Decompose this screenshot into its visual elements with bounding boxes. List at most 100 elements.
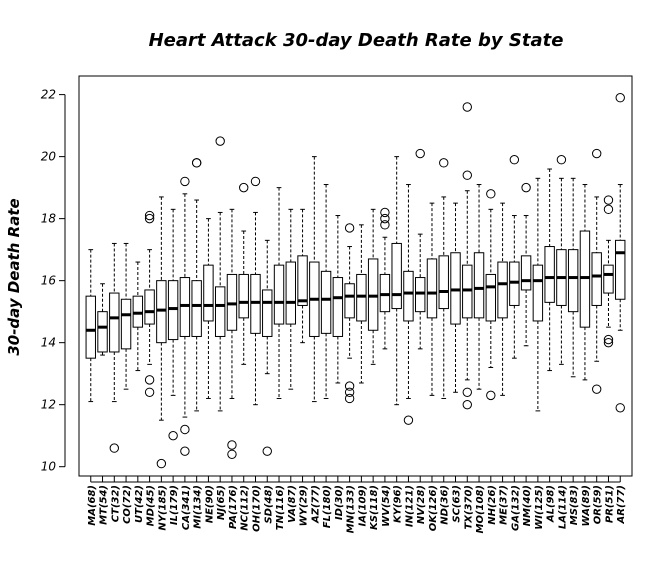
outlier-point [615,403,625,413]
outlier-point [144,210,155,221]
x-tick-label: OH(170) [251,485,262,532]
outlier-point [180,446,190,456]
outlier-point [191,158,202,168]
outlier-point [156,458,167,469]
box-TX(370) [462,102,473,410]
x-tick-label: IA(109) [357,485,368,526]
outlier-point [462,102,472,112]
x-tick-label: NH(26) [487,485,498,525]
outlier-point [344,393,355,404]
x-tick-label: ND(36) [440,485,451,525]
iqr-box [203,264,214,322]
iqr-box [144,289,155,325]
box-IL(179) [167,208,179,441]
box-OR(59) [591,148,602,394]
iqr-box [285,261,296,325]
box-AL(98) [544,168,555,372]
y-axis: 10 12 14 16 18 20 22 [41,88,66,474]
box-NJ(65) [214,136,226,412]
x-tick-label: WV(54) [381,485,392,527]
outlier-point [556,155,567,165]
iqr-box [320,270,332,334]
x-tick-label: PA(176) [228,485,239,529]
iqr-box [379,273,391,313]
box-WY(29) [297,208,308,344]
y-tick-label: 20 [41,150,57,164]
iqr-box [344,283,355,319]
x-tick-label: OR(59) [593,485,604,524]
x-tick-label: WI(125) [534,485,545,530]
outlier-point [439,158,449,168]
box-WI(125) [532,177,544,412]
iqr-box [332,277,344,337]
outlier-point [144,375,155,385]
x-tick-label: ID(30) [334,485,345,520]
x-tick-label: SD(48) [263,485,274,524]
box-FL(180) [320,184,332,399]
x-tick-label: WA(89) [581,485,592,526]
x-tick-label: NV(28) [416,485,427,524]
box-UT(42) [132,261,144,372]
box-MO(108) [473,184,485,390]
iqr-box [273,264,285,325]
x-tick-label: NY(185) [157,485,168,531]
outlier-point [344,381,355,391]
outlier-point [592,384,602,394]
box-MA(68) [85,249,96,403]
iqr-box [132,295,144,328]
iqr-box [120,298,132,350]
outlier-point [344,387,355,397]
x-tick-label: AR(77) [616,485,627,525]
outlier-point [462,399,472,410]
box-MS(83) [567,177,579,378]
box-LA(114) [556,155,567,365]
box-NM(40) [520,182,532,347]
outlier-point [180,176,190,187]
outlier-point [462,387,472,397]
iqr-box [297,255,308,306]
x-tick-label: MT(54) [99,485,110,525]
iqr-box [497,261,508,319]
outlier-point [250,176,261,187]
iqr-box [403,270,414,322]
iqr-box [509,261,520,306]
box-MD(45) [144,210,155,397]
box-CT(32) [109,242,120,453]
iqr-box [591,252,602,306]
box-ME(37) [497,202,508,396]
box-VA(87) [285,208,296,390]
iqr-box [238,273,249,319]
iqr-box [214,286,226,337]
iqr-box [567,249,579,313]
x-tick-label: NE(90) [204,485,215,523]
box-MI(134) [191,158,202,412]
outlier-point [603,204,614,215]
x-tick-label: TX(370) [463,485,474,530]
iqr-box [426,258,438,319]
x-tick-label: NJ(65) [216,485,227,520]
iqr-box [85,295,96,359]
x-tick-label: MA(68) [87,485,98,526]
x-tick-label: IL(179) [169,485,180,525]
iqr-box [415,277,426,313]
x-tick-label: NM(40) [522,485,533,526]
box-NH(26) [485,189,497,401]
iqr-box [356,273,367,322]
box-SD(48) [262,239,273,456]
y-tick-label: 18 [41,212,57,226]
outlier-point [144,213,155,224]
box-WA(89) [579,184,591,381]
y-axis-label: 30-day Death Rate [5,198,23,355]
box-AZ(77) [309,156,320,403]
box-SC(63) [450,202,461,393]
iqr-box [250,273,261,334]
chart-title: Heart Attack 30-day Death Rate by State [149,30,564,51]
box-KS(118) [367,208,379,365]
x-tick-label: CT(32) [110,485,121,522]
iqr-box [544,246,555,303]
outlier-point [215,136,225,146]
outlier-point [227,440,237,450]
iqr-box [579,230,591,328]
outlier-point [486,390,496,401]
